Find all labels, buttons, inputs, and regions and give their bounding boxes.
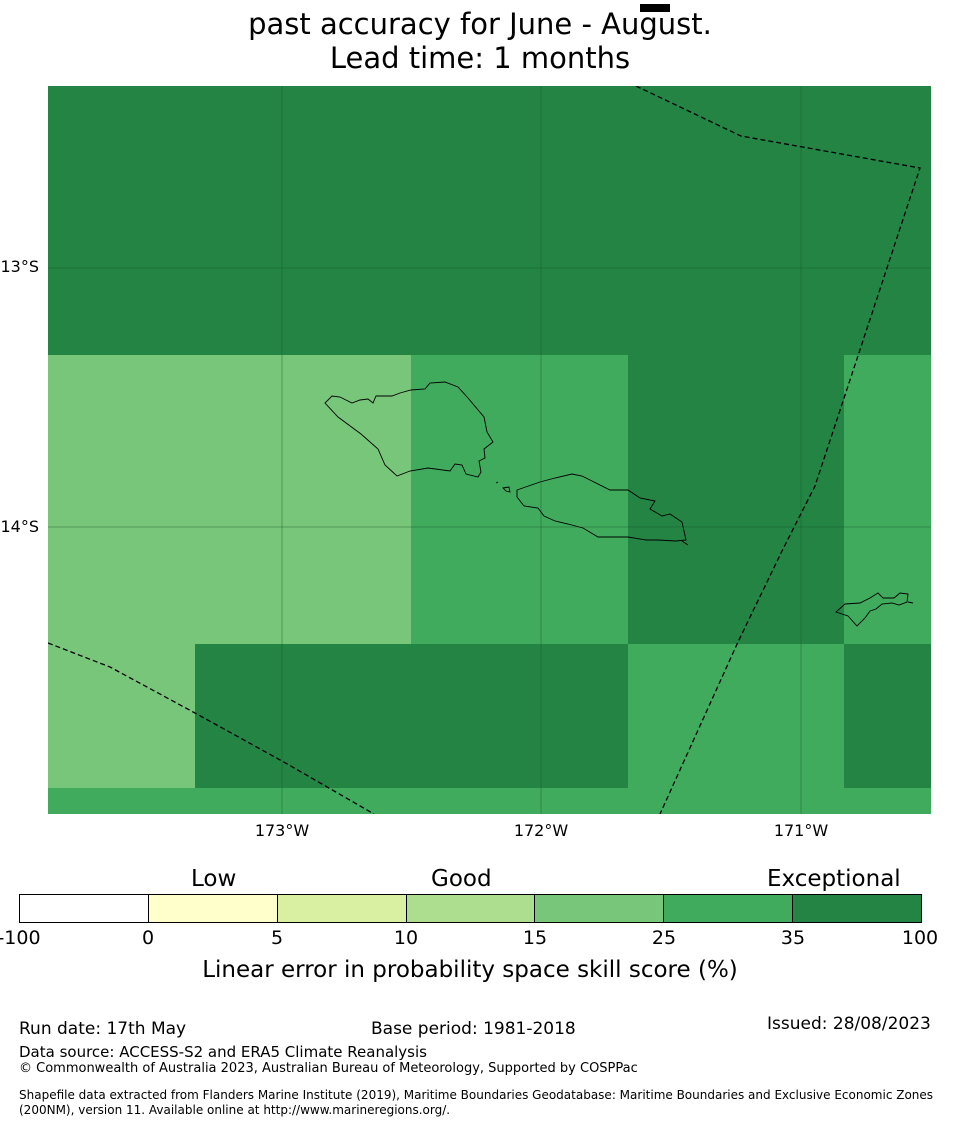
- eez-boundary-east: [635, 86, 921, 814]
- tutuila-island: [835, 592, 909, 627]
- grid-cell-south-mid: [628, 644, 844, 788]
- colorbar-tick: 25: [651, 927, 677, 949]
- colorbar-tick: -100: [0, 927, 41, 949]
- colorbar-category-good: Good: [431, 866, 492, 892]
- maritime-boundaries: [48, 86, 921, 814]
- grid-cell-north-band: [48, 86, 931, 355]
- colorbar-tick: 100: [901, 927, 939, 949]
- title-line-1: past accuracy for June - August.: [248, 7, 712, 41]
- issued-date: Issued: 28/08/2023: [767, 1014, 931, 1034]
- grid-cell-southeast-dark: [844, 644, 931, 788]
- colorbar-label: Linear error in probability space skill …: [202, 957, 738, 983]
- lat-label-14s: 14°S: [0, 517, 39, 536]
- grid-cell-west-light: [48, 355, 411, 644]
- lon-label-171w: 171°W: [773, 821, 829, 840]
- shapefile-credit-line-2: (200NM), version 11. Available online at…: [19, 1103, 451, 1117]
- upolu-east-tip: [681, 540, 689, 546]
- map: [48, 86, 931, 814]
- graticule: [48, 86, 931, 814]
- coastlines: [324, 381, 914, 627]
- grid-cell-southwest-light: [48, 644, 195, 788]
- lat-label-13s: 13°S: [0, 257, 39, 276]
- colorbar-category-low: Low: [191, 866, 237, 892]
- title-clipped-line: [640, 4, 670, 12]
- colorbar-segment-5: [664, 895, 794, 922]
- grid-cell-south-dark: [195, 644, 628, 788]
- lon-label-172w: 172°W: [513, 821, 569, 840]
- title-line-partial: [0, 0, 960, 19]
- eez-boundary-southwest: [48, 642, 375, 814]
- colorbar-segment-0: [20, 895, 149, 922]
- colorbar-tick: 5: [270, 927, 284, 949]
- data-source: Data source: ACCESS-S2 and ERA5 Climate …: [19, 1043, 427, 1061]
- upolu-island: [516, 473, 687, 542]
- islet-manono: [502, 486, 511, 493]
- tutuila-east-tip: [907, 601, 914, 604]
- title-clipped-glyph: [640, 4, 670, 12]
- colorbar-tick: 15: [522, 927, 548, 949]
- shapefile-credit-line-1: Shapefile data extracted from Flanders M…: [19, 1088, 934, 1102]
- base-period: Base period: 1981-2018: [371, 1019, 576, 1039]
- colorbar-segment-2: [277, 895, 407, 922]
- grid-cell-bottom-strip: [48, 788, 931, 814]
- colorbar-tick: 0: [141, 927, 155, 949]
- colorbar-tick: 10: [393, 927, 419, 949]
- grid-cell-east-dark: [628, 355, 844, 644]
- colorbar-segment-1: [148, 895, 278, 922]
- grid-cell-far-east: [844, 355, 931, 644]
- savaii-island: [324, 381, 494, 478]
- colorbar-category-exceptional: Exceptional: [767, 866, 901, 892]
- colorbar: [19, 894, 922, 923]
- colorbar-segment-4: [535, 895, 665, 922]
- colorbar-tick: 35: [780, 927, 806, 949]
- islet-west: [495, 481, 499, 484]
- colorbar-segment-3: [406, 895, 536, 922]
- colorbar-segment-6: [793, 895, 922, 922]
- copyright: © Commonwealth of Australia 2023, Austra…: [19, 1061, 638, 1076]
- lon-label-173w: 173°W: [254, 821, 310, 840]
- title-line-2: Lead time: 1 months: [329, 41, 631, 75]
- run-date: Run date: 17th May: [19, 1019, 187, 1039]
